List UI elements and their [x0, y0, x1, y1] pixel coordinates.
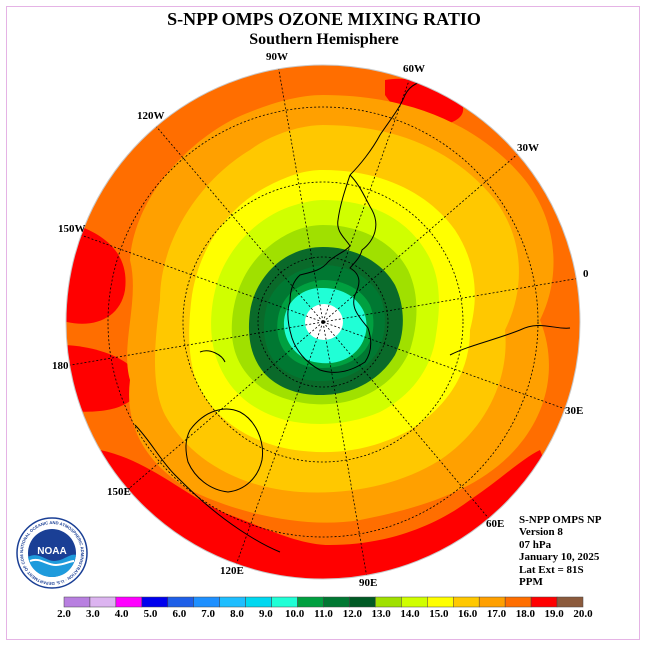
colorbar-tick-label: 10.0 [285, 608, 305, 620]
australia-coast [185, 408, 264, 493]
map-title: S-NPP OMPS OZONE MIXING RATIO [167, 9, 481, 29]
lon-label-90e: 90E [359, 577, 378, 589]
lon-label-60e: 60E [486, 518, 505, 530]
lon-label-150w: 150W [58, 223, 86, 235]
info-panel: S-NPP OMPS NP Version 8 07 hPa January 1… [519, 514, 602, 588]
map-border [65, 64, 581, 580]
colorbar-tick-label: 18.0 [515, 608, 535, 620]
lon-label-30w: 30W [517, 142, 539, 154]
south-pole-marker [322, 320, 326, 324]
contour-19-southwest [66, 345, 140, 412]
antarctica-coast [287, 174, 377, 373]
coastlines [134, 81, 571, 553]
colorbar-tick-label: 3.0 [85, 608, 100, 620]
colorbar-tick-label: 11.0 [314, 608, 333, 620]
lon-label-0: 0 [583, 268, 589, 280]
colorbar-tick-label: 15.0 [429, 608, 449, 620]
lon-label-90w: 90W [266, 51, 288, 63]
colorbar-tick-label: 5.0 [143, 608, 158, 620]
colorbar-tick-label: 8.0 [230, 608, 244, 620]
colorbar-tick-label: 4.0 [114, 608, 129, 620]
colorbar-tick-label: 6.0 [172, 608, 187, 620]
africa-coast [449, 325, 571, 356]
colorbar-tick-label: 2.0 [57, 608, 71, 620]
lon-label-180: 180 [52, 360, 69, 372]
colorbar-tick-label: 7.0 [201, 608, 216, 620]
colorbar-tick-label: 14.0 [400, 608, 420, 620]
lon-label-120e: 120E [220, 565, 244, 577]
info-units: PPM [519, 576, 543, 589]
colorbar-tick-label: 9.0 [258, 608, 273, 620]
lon-label-120w: 120W [137, 110, 165, 122]
colorbar-tick-label: 20.0 [573, 608, 593, 620]
info-level: 07 hPa [519, 538, 552, 551]
colorbar-tick-label: 19.0 [544, 608, 564, 620]
info-version: Version 8 [519, 526, 563, 539]
info-date: January 10, 2025 [519, 551, 600, 564]
lon-label-150e: 150E [107, 486, 131, 498]
noaa-logo: NATIONAL OCEANIC AND ATMOSPHERIC ADMINIS… [16, 517, 88, 589]
colorbar-tick-label: 12.0 [342, 608, 362, 620]
figure-frame [6, 6, 640, 640]
colorbar-tick-label: 17.0 [486, 608, 507, 620]
colorbar-tick-label: 16.0 [458, 608, 478, 620]
map-subtitle: Southern Hemisphere [249, 31, 399, 48]
graticule [66, 65, 580, 579]
info-lat-ext: Lat Ext = 81S [519, 563, 584, 576]
colorbar-tick-label: 13.0 [371, 608, 391, 620]
south-america-coast [349, 81, 431, 176]
new-zealand-coast [199, 350, 226, 363]
info-product: S-NPP OMPS NP [519, 514, 602, 526]
logo-text: NOAA [37, 546, 66, 557]
lon-label-30e: 30E [565, 405, 584, 417]
lon-label-60w: 60W [403, 63, 425, 75]
